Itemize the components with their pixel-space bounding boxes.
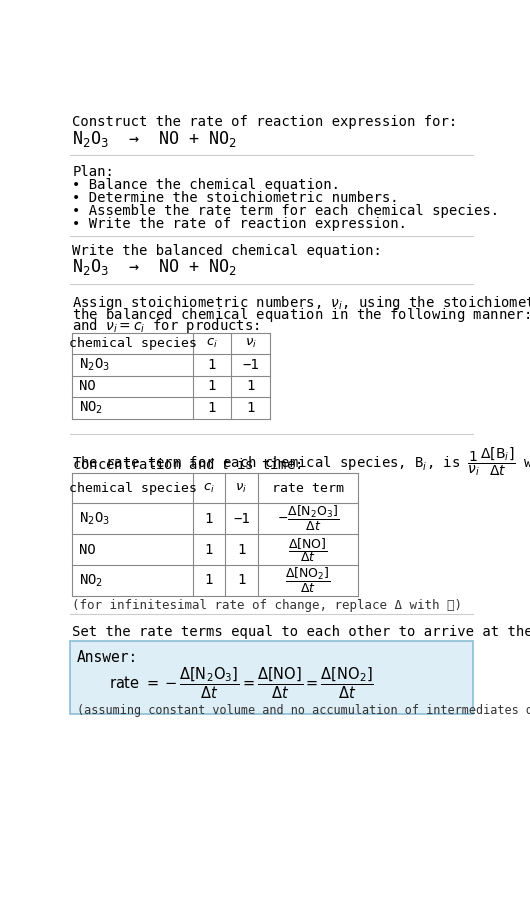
Text: • Balance the chemical equation.: • Balance the chemical equation. [73, 177, 340, 192]
Text: $\nu_i$: $\nu_i$ [245, 337, 257, 349]
Text: 1: 1 [208, 379, 216, 393]
Text: 1: 1 [246, 379, 255, 393]
Text: rate $= -\dfrac{\Delta[\mathrm{N_2O_3}]}{\Delta t} = \dfrac{\Delta[\mathrm{NO}]}: rate $= -\dfrac{\Delta[\mathrm{N_2O_3}]}… [109, 665, 374, 701]
Text: N$_2$O$_3$: N$_2$O$_3$ [78, 357, 110, 373]
Text: 1: 1 [208, 401, 216, 415]
Text: −1: −1 [242, 358, 259, 372]
Text: NO$_2$: NO$_2$ [78, 399, 103, 416]
Text: Answer:: Answer: [77, 650, 138, 664]
Text: NO: NO [78, 379, 95, 393]
Text: 1: 1 [246, 401, 255, 415]
Text: chemical species: chemical species [68, 337, 197, 349]
Text: 1: 1 [237, 542, 245, 557]
Text: Plan:: Plan: [73, 165, 114, 178]
Text: N$_2$O$_3$  →  NO + NO$_2$: N$_2$O$_3$ → NO + NO$_2$ [73, 257, 237, 277]
Text: The rate term for each chemical species, B$_i$, is $\dfrac{1}{\nu_i}\dfrac{\Delt: The rate term for each chemical species,… [73, 446, 530, 479]
Text: 1: 1 [205, 511, 213, 526]
FancyBboxPatch shape [70, 641, 473, 713]
Text: NO: NO [78, 542, 95, 557]
Text: chemical species: chemical species [68, 481, 197, 494]
Text: 1: 1 [237, 573, 245, 588]
Text: the balanced chemical equation in the following manner: $\nu_i = -c_i$ for react: the balanced chemical equation in the fo… [73, 306, 530, 324]
Text: N$_2$O$_3$: N$_2$O$_3$ [78, 511, 110, 527]
Text: 1: 1 [205, 573, 213, 588]
Text: (assuming constant volume and no accumulation of intermediates or side products): (assuming constant volume and no accumul… [77, 703, 530, 717]
Text: −1: −1 [233, 511, 250, 526]
Text: N$_2$O$_3$  →  NO + NO$_2$: N$_2$O$_3$ → NO + NO$_2$ [73, 129, 237, 149]
Text: (for infinitesimal rate of change, replace Δ with 𝑑): (for infinitesimal rate of change, repla… [73, 599, 463, 612]
Text: and $\nu_i = c_i$ for products:: and $\nu_i = c_i$ for products: [73, 317, 260, 335]
Text: • Assemble the rate term for each chemical species.: • Assemble the rate term for each chemic… [73, 204, 500, 217]
Text: rate term: rate term [272, 481, 344, 494]
Text: $c_i$: $c_i$ [203, 481, 215, 495]
Text: • Write the rate of reaction expression.: • Write the rate of reaction expression. [73, 217, 408, 231]
Text: $-\dfrac{\Delta[\mathrm{N_2O_3}]}{\Delta t}$: $-\dfrac{\Delta[\mathrm{N_2O_3}]}{\Delta… [277, 504, 339, 533]
Text: • Determine the stoichiometric numbers.: • Determine the stoichiometric numbers. [73, 191, 399, 205]
Text: Construct the rate of reaction expression for:: Construct the rate of reaction expressio… [73, 116, 458, 129]
Text: Assign stoichiometric numbers, $\nu_i$, using the stoichiometric coefficients, $: Assign stoichiometric numbers, $\nu_i$, … [73, 294, 530, 312]
Text: $\dfrac{\Delta[\mathrm{NO_2}]}{\Delta t}$: $\dfrac{\Delta[\mathrm{NO_2}]}{\Delta t}… [285, 566, 331, 595]
Text: 1: 1 [205, 542, 213, 557]
Text: Set the rate terms equal to each other to arrive at the rate expression:: Set the rate terms equal to each other t… [73, 625, 530, 639]
Text: $\nu_i$: $\nu_i$ [235, 481, 248, 495]
Text: 1: 1 [208, 358, 216, 372]
Text: $c_i$: $c_i$ [206, 337, 218, 349]
Text: $\dfrac{\Delta[\mathrm{NO}]}{\Delta t}$: $\dfrac{\Delta[\mathrm{NO}]}{\Delta t}$ [288, 536, 328, 563]
Text: NO$_2$: NO$_2$ [78, 572, 103, 589]
Text: Write the balanced chemical equation:: Write the balanced chemical equation: [73, 244, 382, 258]
Text: concentration and $t$ is time:: concentration and $t$ is time: [73, 457, 302, 472]
